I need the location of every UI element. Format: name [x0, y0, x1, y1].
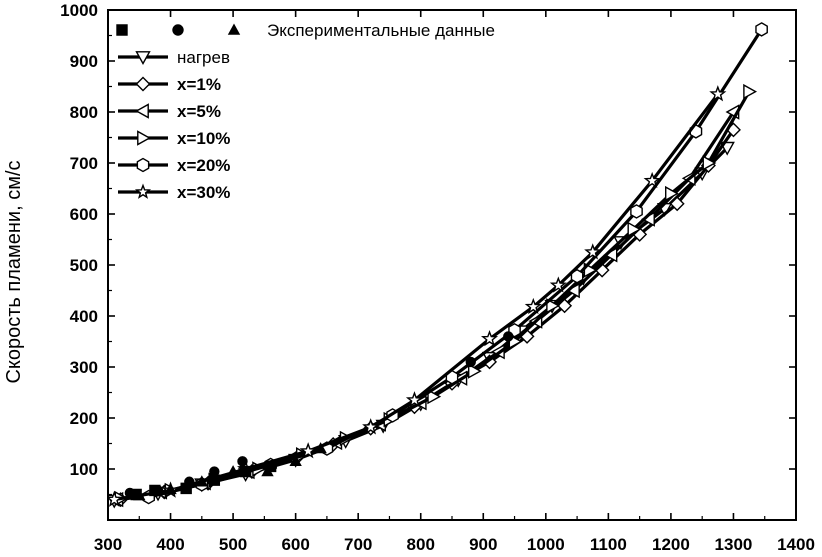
data-point	[299, 442, 317, 459]
y-tick-label: 900	[70, 52, 98, 71]
experimental-point	[261, 465, 274, 477]
legend-item-1: нагрев	[118, 48, 230, 67]
y-axis-title: Скорость пламени, см/с	[3, 160, 25, 383]
data-point	[584, 243, 602, 260]
experimental-point	[465, 356, 476, 368]
experimental-point	[239, 465, 252, 478]
series-2	[113, 122, 741, 508]
y-tick-label: 300	[70, 358, 98, 377]
data-point	[405, 391, 424, 408]
x-tick-label: 900	[469, 535, 497, 554]
x-tick-label: 1200	[652, 535, 690, 554]
series-line	[148, 28, 763, 499]
legend-item-experimental: Экспериментальные данные	[116, 21, 495, 40]
x-tick-label: 800	[407, 535, 435, 554]
x-tick-label: 700	[344, 535, 372, 554]
legend-marker	[136, 157, 150, 173]
legend-marker	[116, 24, 128, 36]
y-tick-label: 1000	[60, 1, 98, 20]
data-point	[709, 85, 727, 102]
legend-label: x=1%	[177, 75, 221, 94]
x-tick-label: 600	[281, 535, 309, 554]
legend-label: нагрев	[177, 48, 230, 67]
legend-marker	[135, 76, 151, 92]
legend-marker	[135, 103, 149, 119]
series-5	[142, 22, 768, 505]
legend-marker	[227, 23, 241, 35]
data-point	[108, 490, 123, 507]
experimental-point	[164, 482, 177, 495]
experimental-group-2	[124, 331, 514, 499]
x-tick-label: 1400	[777, 535, 815, 554]
y-tick-label: 200	[70, 409, 98, 428]
data-point	[755, 22, 768, 37]
legend-marker	[135, 51, 151, 65]
experimental-point	[503, 331, 514, 342]
experimental-point	[209, 466, 220, 477]
y-tick-label: 100	[70, 460, 98, 479]
x-tick-label: 1300	[715, 535, 753, 554]
data-point	[643, 171, 661, 189]
data-point	[467, 363, 482, 379]
y-tick-label: 800	[70, 103, 98, 122]
legend-marker	[137, 130, 151, 146]
data-point	[427, 388, 442, 405]
data-point	[627, 221, 642, 237]
legend-label: Экспериментальные данные	[267, 21, 495, 40]
legend-label: x=5%	[177, 102, 221, 121]
legend-item-5: x=20%	[118, 156, 230, 175]
series-line	[114, 93, 720, 502]
series-line	[120, 90, 751, 501]
y-tick-label: 400	[70, 307, 98, 326]
x-tick-label: 1000	[527, 535, 565, 554]
data-point	[669, 196, 685, 212]
legend-label: x=30%	[177, 183, 230, 202]
data-point	[362, 418, 380, 435]
data-point	[480, 329, 499, 347]
experimental-point	[195, 475, 209, 487]
x-tick-label: 300	[94, 535, 122, 554]
y-tick-label: 600	[70, 205, 98, 224]
data-point	[665, 185, 679, 202]
legend-label: x=20%	[177, 156, 230, 175]
legend-marker	[134, 183, 152, 199]
experimental-point	[226, 465, 240, 477]
experimental-point	[314, 442, 327, 454]
legend-item-6: x=30%	[118, 183, 230, 202]
data-point	[549, 276, 567, 293]
legend-label: x=10%	[177, 129, 230, 148]
experimental-point	[124, 487, 136, 499]
experimental-group-3	[133, 442, 327, 501]
data-point	[524, 297, 542, 315]
legend-item-4: x=10%	[118, 129, 230, 148]
series-4	[114, 83, 758, 507]
plot-layer	[108, 22, 768, 509]
experimental-point	[289, 454, 302, 467]
experimental-point	[237, 456, 248, 467]
x-tick-label: 500	[219, 535, 247, 554]
data-point	[702, 155, 717, 171]
experimental-point	[133, 489, 146, 501]
x-tick-label: 1100	[590, 535, 627, 554]
experimental-point	[152, 485, 164, 496]
data-point	[630, 204, 643, 219]
y-tick-label: 700	[70, 154, 98, 173]
x-tick-label: 400	[156, 535, 184, 554]
legend-item-2: x=1%	[118, 75, 221, 94]
legend-marker	[172, 24, 184, 36]
legend: Экспериментальные данные нагрев x=1% x=5% x=…	[116, 21, 495, 202]
legend-item-3: x=5%	[118, 102, 221, 121]
experimental-point	[184, 476, 195, 487]
data-point	[743, 83, 758, 100]
axes: 300 400 500 600 700 800 900 1000 1100 1200 1300 140…	[60, 1, 815, 554]
series-6	[108, 85, 727, 507]
data-point	[546, 298, 561, 314]
y-tick-label: 500	[70, 256, 98, 275]
